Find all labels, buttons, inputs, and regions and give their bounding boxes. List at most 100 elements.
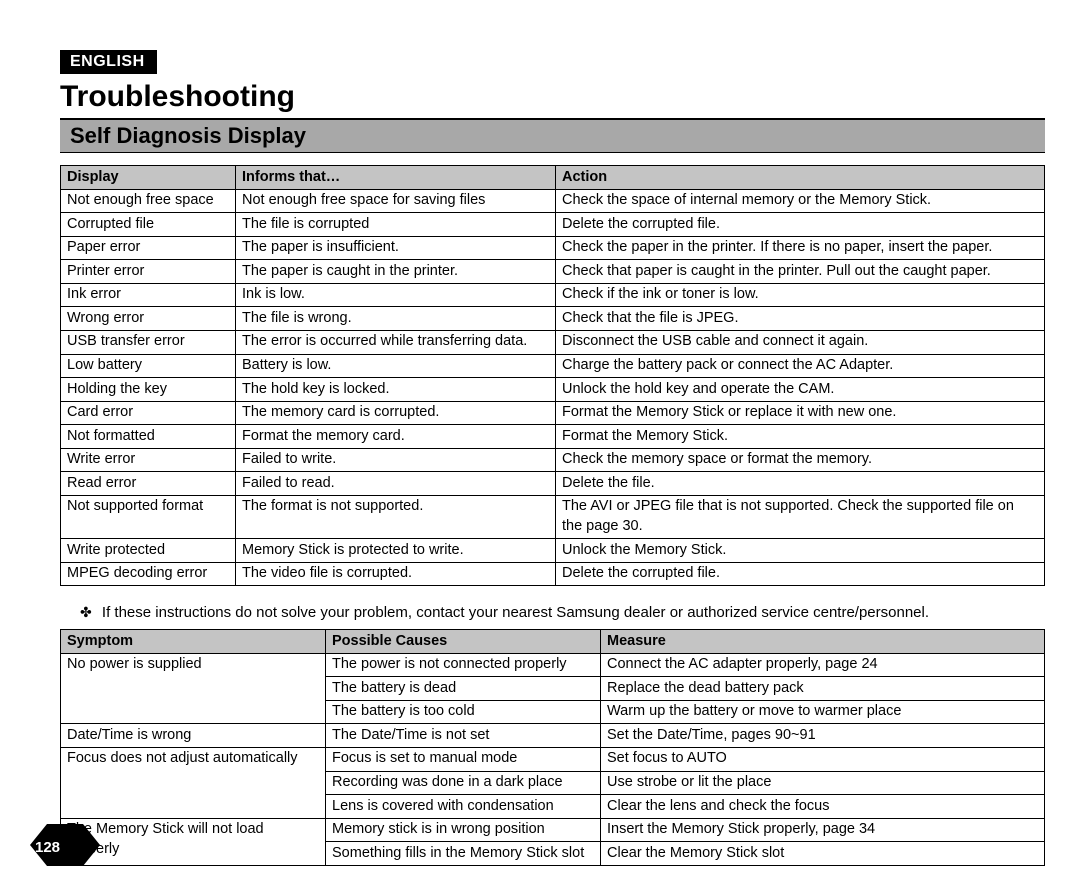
table-cell: Holding the key <box>61 378 236 402</box>
table-cell: Check the memory space or format the mem… <box>556 448 1045 472</box>
table-cell: Wrong error <box>61 307 236 331</box>
table-header: Symptom <box>61 630 326 654</box>
table-cell: Ink error <box>61 283 236 307</box>
table-cell: Unlock the hold key and operate the CAM. <box>556 378 1045 402</box>
table-cell: Clear the lens and check the focus <box>601 795 1045 819</box>
note-line: ✤ If these instructions do not solve you… <box>60 604 1045 621</box>
table-cell: The Date/Time is not set <box>326 724 601 748</box>
table-cell: The paper is caught in the printer. <box>236 260 556 284</box>
self-diagnosis-table: DisplayInforms that…Action Not enough fr… <box>60 165 1045 586</box>
table-cell: Unlock the Memory Stick. <box>556 539 1045 563</box>
table-row: Not enough free spaceNot enough free spa… <box>61 189 1045 213</box>
table-cell: The format is not supported. <box>236 495 556 538</box>
note-text: If these instructions do not solve your … <box>102 604 929 621</box>
page-title: Troubleshooting <box>60 80 1045 114</box>
table-cell: Check the paper in the printer. If there… <box>556 236 1045 260</box>
table-cell: Something fills in the Memory Stick slot <box>326 842 601 866</box>
table-cell: Recording was done in a dark place <box>326 771 601 795</box>
table-row: USB transfer errorThe error is occurred … <box>61 330 1045 354</box>
table-header: Display <box>61 166 236 190</box>
table-cell: Replace the dead battery pack <box>601 677 1045 701</box>
table-row: Read errorFailed to read.Delete the file… <box>61 472 1045 496</box>
table-cell: Not formatted <box>61 425 236 449</box>
symptom-cell: Focus does not adjust automatically <box>61 747 326 818</box>
table-cell: Battery is low. <box>236 354 556 378</box>
table-row: Not formattedFormat the memory card.Form… <box>61 425 1045 449</box>
table-row: Ink errorInk is low.Check if the ink or … <box>61 283 1045 307</box>
table-cell: Delete the corrupted file. <box>556 562 1045 586</box>
table-row: Write errorFailed to write.Check the mem… <box>61 448 1045 472</box>
table-cell: Write protected <box>61 539 236 563</box>
table-header: Informs that… <box>236 166 556 190</box>
table-cell: The battery is dead <box>326 677 601 701</box>
table-cell: Focus is set to manual mode <box>326 747 601 771</box>
table-row: Date/Time is wrongThe Date/Time is not s… <box>61 724 1045 748</box>
table-cell: Connect the AC adapter properly, page 24 <box>601 653 1045 677</box>
table-cell: Insert the Memory Stick properly, page 3… <box>601 818 1045 842</box>
symptom-table: SymptomPossible CausesMeasure No power i… <box>60 629 1045 866</box>
table-row: Write protectedMemory Stick is protected… <box>61 539 1045 563</box>
table-row: Printer errorThe paper is caught in the … <box>61 260 1045 284</box>
table-cell: The error is occurred while transferring… <box>236 330 556 354</box>
table-cell: The memory card is corrupted. <box>236 401 556 425</box>
symptom-cell: No power is supplied <box>61 653 326 724</box>
table-cell: The power is not connected properly <box>326 653 601 677</box>
table-header: Possible Causes <box>326 630 601 654</box>
table-row: Holding the keyThe hold key is locked.Un… <box>61 378 1045 402</box>
table-cell: Warm up the battery or move to warmer pl… <box>601 700 1045 724</box>
table-cell: Format the Memory Stick. <box>556 425 1045 449</box>
table-cell: Lens is covered with condensation <box>326 795 601 819</box>
table-row: Corrupted fileThe file is corruptedDelet… <box>61 213 1045 237</box>
table-cell: Read error <box>61 472 236 496</box>
table-cell: Failed to read. <box>236 472 556 496</box>
table-row: No power is suppliedThe power is not con… <box>61 653 1045 677</box>
table-cell: Paper error <box>61 236 236 260</box>
table-cell: Not supported format <box>61 495 236 538</box>
table-cell: The battery is too cold <box>326 700 601 724</box>
table-cell: Check the space of internal memory or th… <box>556 189 1045 213</box>
table-cell: Delete the corrupted file. <box>556 213 1045 237</box>
table-row: The Memory Stick will not load properlyM… <box>61 818 1045 842</box>
table-cell: The paper is insufficient. <box>236 236 556 260</box>
table-cell: Delete the file. <box>556 472 1045 496</box>
table-cell: The file is corrupted <box>236 213 556 237</box>
note-bullet: ✤ <box>80 604 92 621</box>
table-cell: Set the Date/Time, pages 90~91 <box>601 724 1045 748</box>
table-cell: Disconnect the USB cable and connect it … <box>556 330 1045 354</box>
table-cell: Failed to write. <box>236 448 556 472</box>
table-row: Low batteryBattery is low.Charge the bat… <box>61 354 1045 378</box>
table-cell: USB transfer error <box>61 330 236 354</box>
table-cell: Not enough free space for saving files <box>236 189 556 213</box>
table-cell: Card error <box>61 401 236 425</box>
page-number: 128 <box>35 839 60 856</box>
table-cell: Clear the Memory Stick slot <box>601 842 1045 866</box>
table-row: Focus does not adjust automaticallyFocus… <box>61 747 1045 771</box>
table-cell: The file is wrong. <box>236 307 556 331</box>
table-cell: Write error <box>61 448 236 472</box>
section-subtitle: Self Diagnosis Display <box>60 118 1045 153</box>
table-row: Not supported formatThe format is not su… <box>61 495 1045 538</box>
table-cell: Memory stick is in wrong position <box>326 818 601 842</box>
table-cell: Not enough free space <box>61 189 236 213</box>
table-cell: Corrupted file <box>61 213 236 237</box>
table-cell: Use strobe or lit the place <box>601 771 1045 795</box>
symptom-cell: The Memory Stick will not load properly <box>61 818 326 865</box>
table-cell: Format the memory card. <box>236 425 556 449</box>
table-cell: Format the Memory Stick or replace it wi… <box>556 401 1045 425</box>
table-cell: Check that paper is caught in the printe… <box>556 260 1045 284</box>
table-cell: Check if the ink or toner is low. <box>556 283 1045 307</box>
table-cell: The hold key is locked. <box>236 378 556 402</box>
symptom-cell: Date/Time is wrong <box>61 724 326 748</box>
table-row: MPEG decoding errorThe video file is cor… <box>61 562 1045 586</box>
table-cell: Set focus to AUTO <box>601 747 1045 771</box>
table-row: Card errorThe memory card is corrupted.F… <box>61 401 1045 425</box>
table-cell: Charge the battery pack or connect the A… <box>556 354 1045 378</box>
table-cell: The video file is corrupted. <box>236 562 556 586</box>
table-row: Paper errorThe paper is insufficient.Che… <box>61 236 1045 260</box>
table-cell: Check that the file is JPEG. <box>556 307 1045 331</box>
table-row: Wrong errorThe file is wrong.Check that … <box>61 307 1045 331</box>
table-cell: Low battery <box>61 354 236 378</box>
lang-badge: ENGLISH <box>60 50 157 74</box>
table-cell: The AVI or JPEG file that is not support… <box>556 495 1045 538</box>
table-cell: MPEG decoding error <box>61 562 236 586</box>
